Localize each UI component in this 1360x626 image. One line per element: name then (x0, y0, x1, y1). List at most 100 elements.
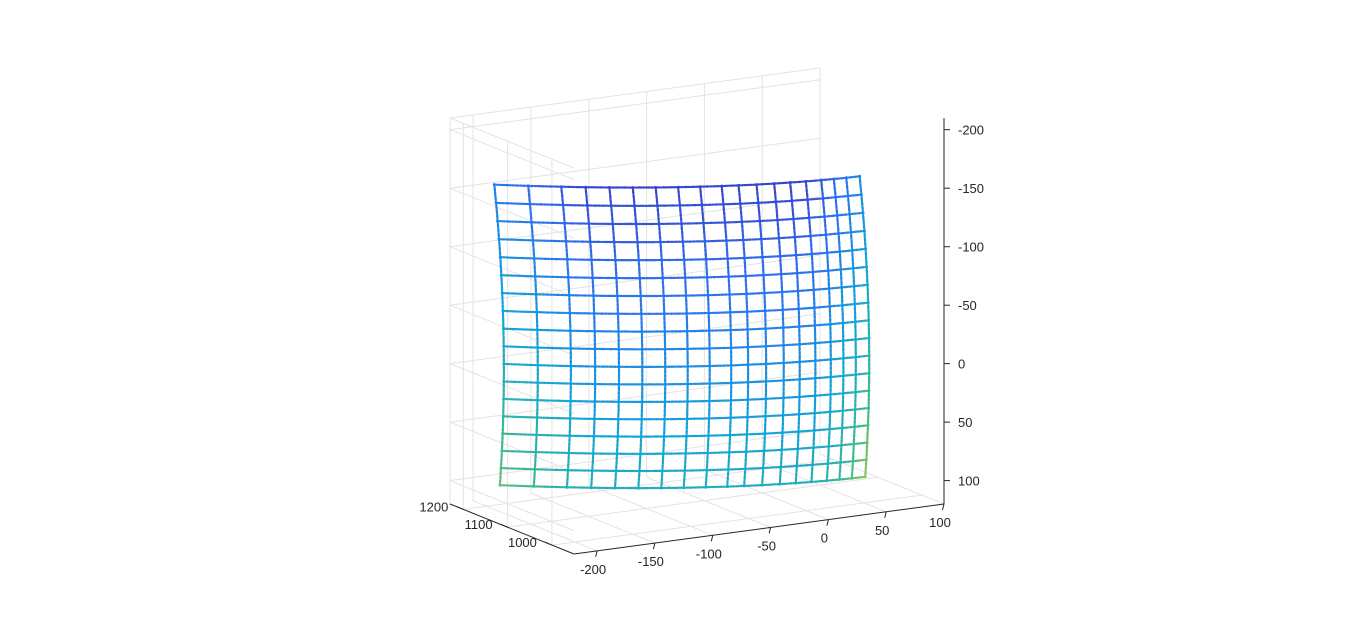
mesh-point (797, 412, 801, 416)
mesh-point (851, 266, 855, 270)
mesh-point (681, 240, 685, 244)
mesh-point (662, 312, 666, 316)
mesh-point (841, 409, 845, 413)
mesh-point (708, 382, 712, 385)
mesh-column (804, 180, 817, 483)
grid-line (449, 421, 575, 473)
mesh-point (501, 414, 505, 418)
mesh-point (706, 451, 710, 455)
mesh-point (639, 312, 643, 316)
mesh-point (708, 364, 712, 368)
mesh-point (638, 452, 642, 456)
mesh-point (796, 289, 800, 293)
mesh-point (617, 400, 621, 404)
mesh-point (813, 341, 817, 345)
mesh-point (663, 417, 667, 421)
mesh-point (498, 255, 502, 259)
point-mesh (492, 174, 871, 490)
mesh-point (496, 219, 500, 223)
mesh-point (528, 202, 532, 206)
mesh-point (660, 469, 664, 473)
mesh-point (534, 450, 538, 454)
mesh-point (499, 273, 503, 277)
mesh-point (837, 232, 841, 235)
mesh-point (841, 391, 845, 395)
mesh-point (536, 346, 540, 350)
mesh-point (498, 483, 502, 487)
mesh-point (568, 329, 572, 333)
mesh-point (536, 381, 540, 385)
mesh-point (685, 329, 689, 333)
grid-line (449, 363, 575, 415)
mesh-point (804, 179, 808, 183)
mesh-point (813, 323, 817, 327)
mesh-point (758, 219, 762, 223)
mesh-point (501, 327, 505, 331)
grid-line (449, 129, 575, 181)
mesh-point (866, 423, 870, 427)
mesh-point (589, 486, 593, 490)
mesh-row (500, 265, 868, 280)
mesh-point (798, 342, 802, 346)
mesh-point (853, 320, 857, 324)
mesh-point (500, 449, 504, 453)
mesh-point (707, 399, 711, 403)
mesh-point (811, 463, 814, 467)
grid-line (507, 476, 878, 528)
mesh-row (502, 336, 871, 351)
mesh-point (812, 306, 816, 310)
mesh-point (781, 326, 785, 330)
mesh-point (840, 285, 844, 289)
mesh-point (846, 194, 850, 198)
mesh-point (850, 248, 854, 252)
mesh-point (533, 274, 537, 278)
mesh-point (867, 318, 871, 322)
mesh-point (663, 400, 667, 404)
mesh-point (795, 271, 799, 275)
mesh-point (746, 415, 749, 419)
mesh-point (617, 330, 620, 333)
mesh-point (745, 310, 749, 314)
mesh-point (812, 288, 816, 292)
x-tick-label: -100 (696, 546, 722, 561)
mesh-point (867, 336, 871, 340)
mesh-point (728, 293, 732, 296)
mesh-column (858, 175, 871, 478)
mesh-point (825, 479, 829, 483)
mesh-point (725, 485, 729, 489)
z-tick-label: 50 (958, 415, 972, 430)
mesh-point (745, 292, 748, 296)
mesh-point (848, 212, 852, 216)
mesh-point (726, 468, 730, 471)
x-tick-mark (768, 527, 772, 534)
mesh-point (683, 276, 687, 280)
mesh-point (859, 193, 863, 197)
mesh-point (778, 482, 782, 486)
mesh-point (729, 363, 733, 367)
box-edge (449, 117, 575, 169)
mesh-point (809, 234, 813, 238)
mesh-point (655, 204, 659, 208)
x-axis-line (573, 503, 945, 555)
mesh-point (682, 486, 686, 490)
mesh-point (588, 240, 592, 244)
mesh-point (569, 364, 573, 368)
mesh-point (810, 252, 814, 256)
grid-line (646, 476, 771, 528)
mesh-point (742, 484, 746, 488)
axes-box (449, 118, 950, 558)
mesh-point (834, 195, 838, 199)
mesh-point (535, 328, 539, 332)
mesh-point (502, 380, 506, 383)
mesh-point (813, 411, 817, 415)
mesh-point (640, 330, 644, 334)
mesh-point (532, 484, 536, 488)
mesh-point (812, 446, 815, 450)
mesh-point (704, 257, 708, 261)
mesh-point (613, 486, 617, 490)
mesh-point (593, 347, 597, 351)
mesh-point (676, 185, 680, 189)
mesh-point (839, 443, 843, 447)
mesh-point (759, 237, 763, 241)
